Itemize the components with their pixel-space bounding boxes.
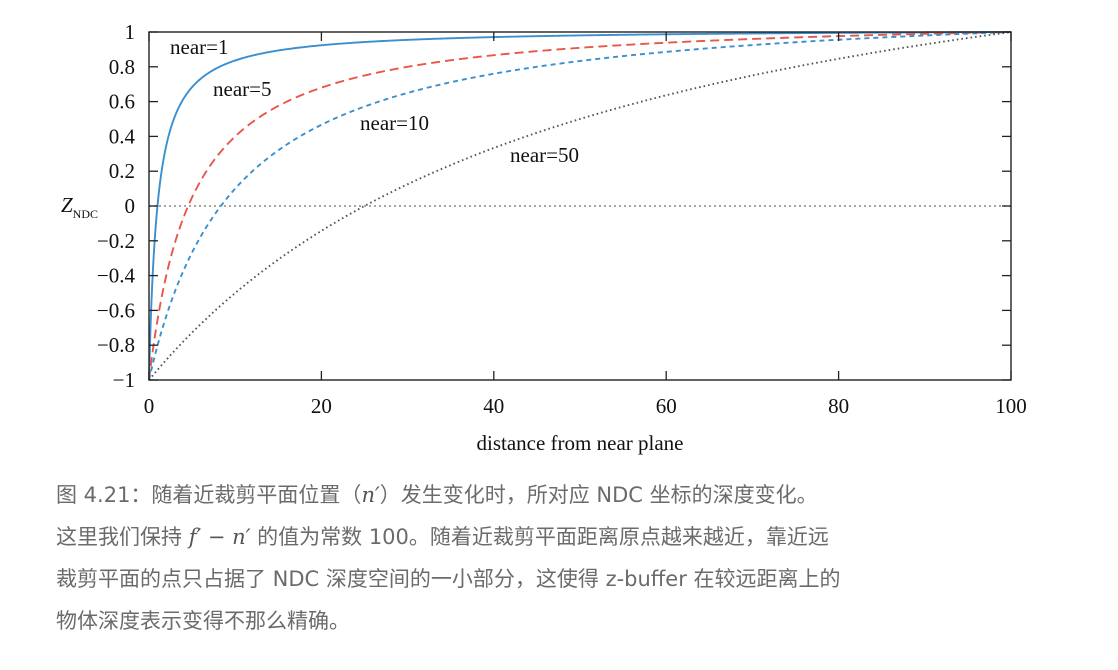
figure-caption: 图 4.21：随着近裁剪平面位置（n′）发生变化时，所对应 NDC 坐标的深度变… [56,474,1096,642]
x-tick-label-3: 60 [656,394,677,418]
y-tick-label-2: −0.6 [97,298,135,322]
tick-layer [148,31,1012,381]
caption-line-2-start: 这里我们保持 [56,525,189,549]
series-line-near-5 [148,31,1012,381]
series-label-near-50: near=50 [510,143,579,167]
curve-layer [148,31,1012,381]
x-tick-label-1: 20 [311,394,332,418]
caption-line-1-end: ）发生变化时，所对应 NDC 坐标的深度变化。 [379,483,818,507]
y-tick-label-3: −0.4 [97,264,136,288]
y-axis-title-subscript: NDC [73,207,98,221]
y-tick-label-5: 0 [125,194,136,218]
y-tick-label-7: 0.4 [109,124,136,148]
caption-line-2-end: 的值为常数 100。随着近裁剪平面距离原点越来越近，靠近远 [250,525,829,549]
series-line-near-1 [148,31,1012,380]
y-axis-title: ZNDC [61,193,98,221]
caption-line-1-start: 图 4.21：随着近裁剪平面位置（ [56,483,362,507]
x-tick-label-5: 100 [995,394,1027,418]
series-line-near-10 [148,31,1012,381]
series-label-near-5: near=5 [213,77,271,101]
label-layer: 0 20 40 60 80 100 −1 −0.8 −0.6 −0.4 −0.2 0 0.2 0.4 0.6… [97,20,1027,418]
x-tick-label-0: 0 [144,394,155,418]
caption-math-f-minus-n: f′ − n′ [188,525,251,549]
caption-line-4: 物体深度表示变得不那么精确。 [56,609,350,633]
x-tick-label-4: 80 [828,394,849,418]
series-label-near-1: near=1 [170,35,228,59]
series-line-near-50 [148,31,1012,381]
y-tick-label-0: −1 [113,368,135,392]
series-label-near-10: near=10 [360,111,429,135]
ndc-depth-chart: 0 20 40 60 80 100 −1 −0.8 −0.6 −0.4 −0.2 0 0.2 0.4 0.6… [61,20,1027,455]
y-axis-title-main: Z [61,193,73,217]
y-tick-label-4: −0.2 [97,229,135,253]
y-tick-label-6: 0.2 [109,159,135,183]
caption-line-3: 裁剪平面的点只占据了 NDC 深度空间的一小部分，这使得 z-buffer 在较… [56,567,841,591]
caption-line-2: 这里我们保持 f′ − n′ 的值为常数 100。随着近裁剪平面距离原点越来越近… [56,516,1096,558]
y-tick-label-8: 0.6 [109,90,135,114]
caption-math-n-prime: n′ [361,483,380,507]
y-tick-label-10: 1 [125,20,136,44]
x-axis-title: distance from near plane [477,431,684,455]
y-tick-label-1: −0.8 [97,333,135,357]
x-tick-label-2: 40 [483,394,504,418]
caption-line-1: 图 4.21：随着近裁剪平面位置（n′）发生变化时，所对应 NDC 坐标的深度变… [56,474,1096,516]
y-tick-label-9: 0.8 [109,55,135,79]
